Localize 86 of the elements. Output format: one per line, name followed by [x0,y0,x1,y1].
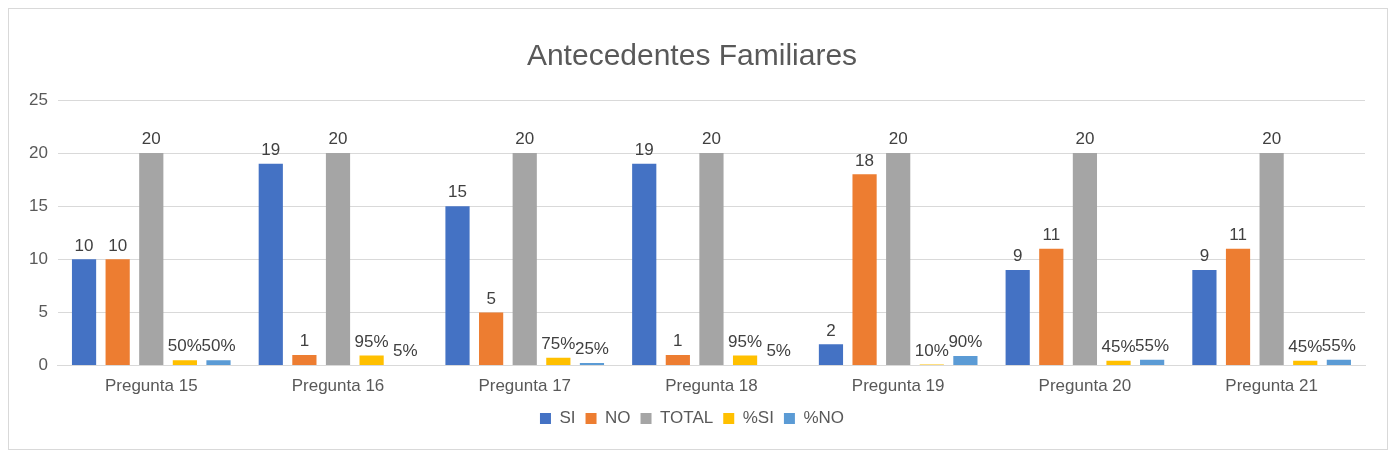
x-tick-label: Pregunta 16 [291,376,385,396]
data-label: 11 [1042,224,1061,244]
data-label: 50% [201,336,236,356]
legend-label: %NO [803,408,845,428]
data-label: 19 [634,139,654,159]
legend-label: SI [559,408,576,428]
bar [1072,153,1098,366]
data-label: 1 [299,331,310,351]
bar [206,360,231,366]
data-label: 9 [1199,246,1210,266]
data-label: 20 [141,129,161,149]
y-tick-label: 5 [38,302,48,322]
x-tick-label: Pregunta 18 [665,376,758,396]
data-label: 20 [328,129,348,149]
x-tick-label: Pregunta 21 [1225,376,1318,396]
legend-label: NO [605,408,631,428]
data-label: 95% [728,331,763,351]
y-tick-label: 25 [28,89,48,109]
bar [1225,248,1251,366]
y-tick-label: 0 [38,355,48,375]
data-label: 10 [74,235,94,255]
bar [479,312,504,366]
bar [359,355,384,366]
data-label: 2 [826,320,836,340]
data-label: 20 [1262,129,1282,149]
bar [1106,360,1131,366]
data-label: 20 [701,129,721,149]
data-label: 10 [108,235,128,255]
bar [172,360,197,366]
bar [732,355,758,366]
data-label: 1 [673,331,683,351]
data-label: 25% [574,339,609,359]
bar [546,357,571,366]
data-label: 15 [448,182,467,202]
bar [579,362,605,366]
bar [953,356,978,366]
bar [1140,359,1165,366]
bar [105,259,130,366]
data-label: 45% [1288,337,1323,357]
bar [1192,269,1217,366]
bar [325,153,351,366]
bar [445,206,470,366]
x-tick-label: Pregunta 19 [851,376,945,396]
bar [699,153,724,366]
bar [258,163,283,366]
data-label: 20 [888,129,908,149]
bar [1259,153,1284,366]
data-label: 11 [1229,224,1247,244]
data-label: 18 [855,150,875,170]
data-label: 90% [948,332,983,352]
legend-label: %SI [742,408,774,428]
data-label: 10% [914,340,949,360]
bar [139,153,164,366]
bar [1005,269,1030,366]
data-label: 50% [167,336,202,356]
bar [71,259,97,366]
x-tick-label: Pregunta 20 [1038,376,1132,396]
bar [632,163,657,366]
bar [292,354,317,366]
data-label: 55% [1135,335,1170,355]
bar [665,354,690,366]
x-tick-label: Pregunta 15 [104,376,198,396]
data-label: 20 [1075,129,1095,149]
y-tick-label: 10 [28,249,48,269]
bar [818,344,844,366]
data-label: 19 [261,139,281,159]
legend-label: TOTAL [660,408,714,428]
data-label: 20 [515,129,535,149]
data-label: 9 [1012,246,1023,266]
chart-title: Antecedentes Familiares [526,38,858,72]
data-label: 95% [354,331,389,351]
bar [512,153,537,366]
y-tick-label: 20 [28,142,48,162]
bar [1039,248,1064,366]
y-tick-label: 15 [28,195,48,215]
data-label: 5% [766,341,791,361]
bar [886,153,911,366]
data-label: 5% [392,341,418,361]
data-label: 75% [541,333,576,353]
data-label: 55% [1321,335,1356,355]
bar [1293,360,1318,366]
bar [852,174,877,366]
bar [1326,359,1351,366]
x-tick-label: Pregunta 17 [478,376,572,396]
data-label: 45% [1101,337,1136,357]
data-label: 5 [486,288,496,308]
